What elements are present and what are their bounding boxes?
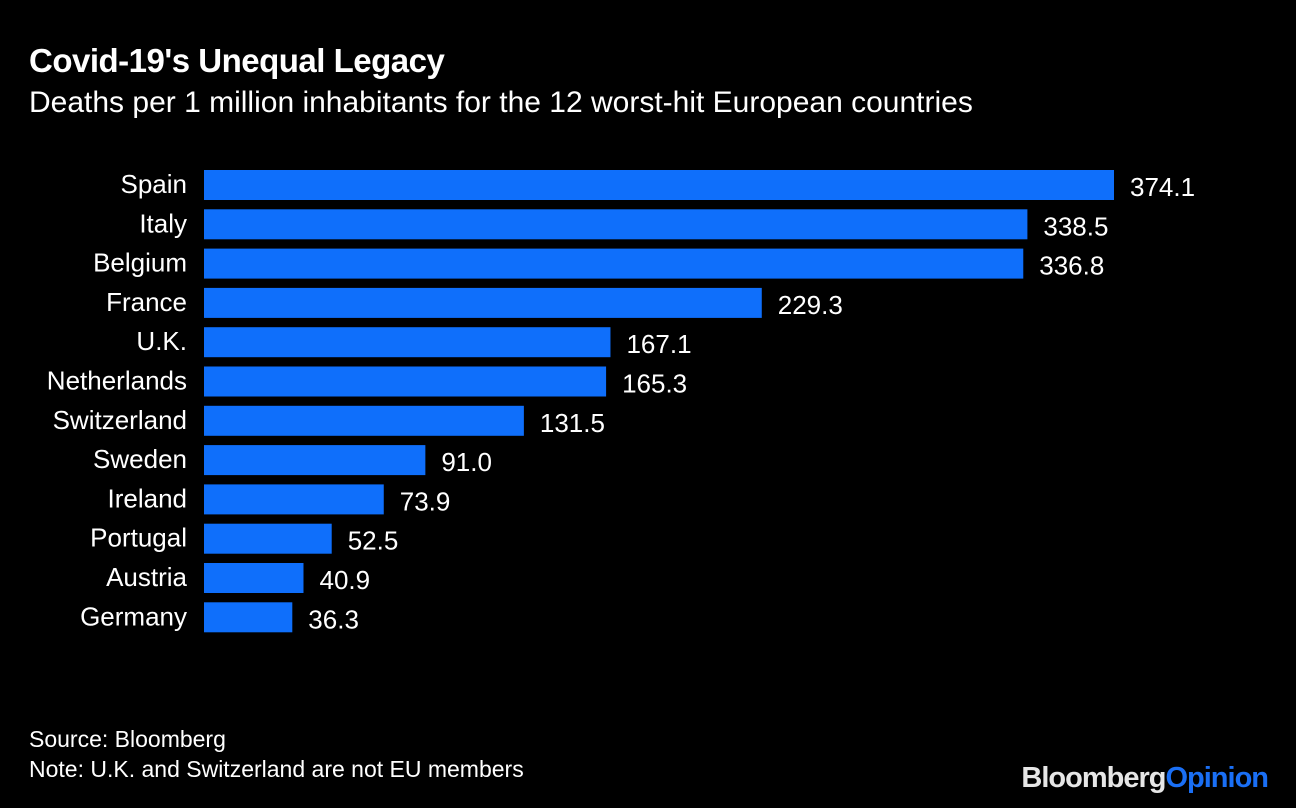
value-label: 73.9 [400,486,451,516]
logo-opinion: Opinion [1165,762,1269,794]
value-label: 165.3 [622,369,687,399]
bloomberg-opinion-logo: BloombergOpinion [1021,762,1269,795]
bar [204,405,524,436]
category-label: France [106,287,187,317]
value-label: 52.5 [348,526,399,556]
chart-subtitle: Deaths per 1 million inhabitants for the… [29,86,973,119]
bar [204,484,384,515]
category-label: Belgium [93,248,187,278]
value-label: 91.0 [441,447,492,477]
bar [204,445,426,476]
logo-bloomberg: Bloomberg [1021,762,1166,794]
category-label: U.K. [136,326,187,356]
category-label: Switzerland [53,405,187,435]
bar [204,170,1114,200]
bar [204,563,304,593]
value-label: 167.1 [626,329,691,359]
value-label: 336.8 [1039,251,1104,281]
bar [204,287,762,318]
value-label: 131.5 [540,408,605,438]
value-label: 229.3 [778,290,843,320]
footnote: Note: U.K. and Switzerland are not EU me… [29,756,524,782]
bar [204,209,1028,240]
category-label: Spain [121,169,188,199]
bar [204,327,611,358]
source-note: Source: Bloomberg [29,726,226,752]
chart-title: Covid-19's Unequal Legacy [29,42,445,79]
value-label: 40.9 [319,565,370,595]
category-label: Portugal [90,523,187,553]
category-label: Italy [139,208,187,238]
bar [204,366,607,397]
category-label: Ireland [108,483,188,513]
value-label: 36.3 [308,604,359,634]
bar [204,602,293,633]
category-label: Austria [106,562,187,592]
value-label: 374.1 [1130,172,1195,202]
bar [204,523,332,554]
category-label: Sweden [93,444,187,474]
bar [204,248,1024,279]
bar-chart: Spain 374.1 Italy 338.5 Belgium 336.8 France 22… [47,169,1195,634]
value-label: 338.5 [1043,211,1108,241]
category-label: Germany [80,601,187,631]
category-label: Netherlands [47,366,187,396]
